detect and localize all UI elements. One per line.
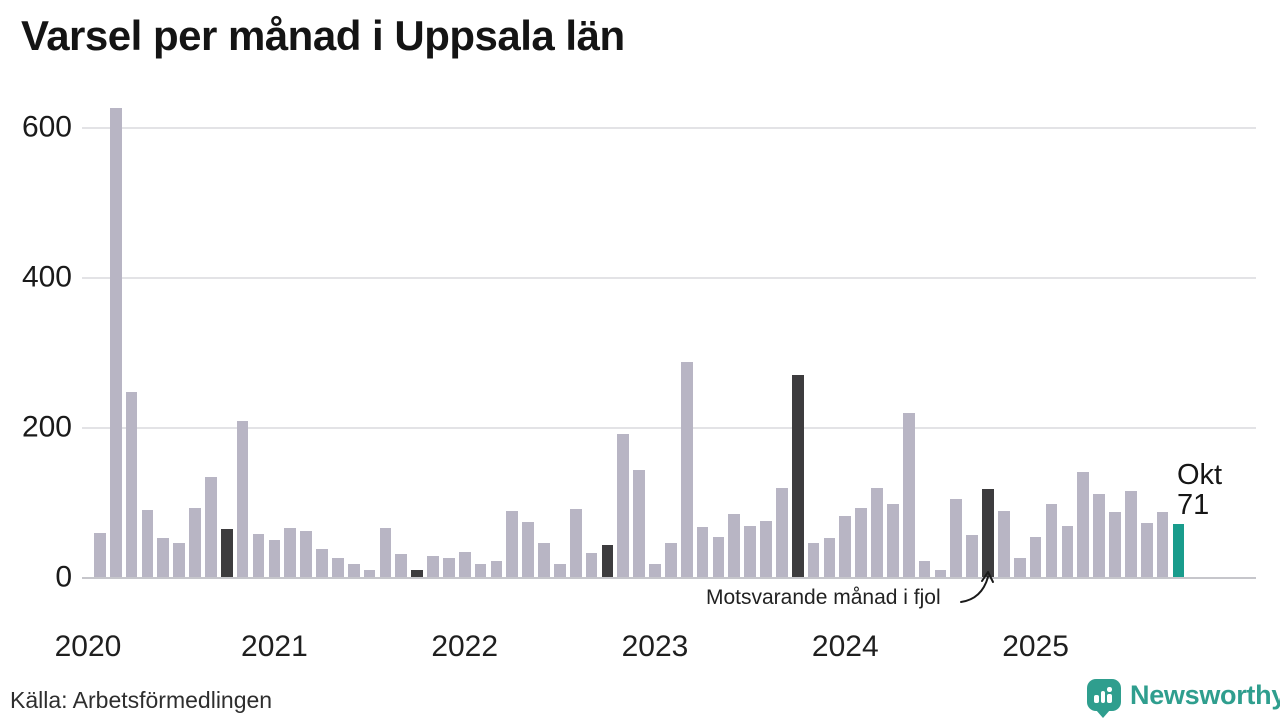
bar-2020-Sep — [205, 477, 217, 578]
bar-2025-Jul — [1124, 490, 1137, 578]
bar-2022-Okt — [601, 544, 614, 578]
bar-2022-Apr — [506, 511, 519, 577]
bar-2025-Jun — [1109, 511, 1121, 578]
bar-2025-Feb — [1045, 504, 1058, 578]
bar-2020-Jun — [157, 538, 170, 577]
page-title: Varsel per månad i Uppsala län — [21, 12, 625, 59]
bar-2020-Aug — [189, 508, 201, 577]
bar-2025-Mar — [1061, 526, 1074, 577]
bar-2020-Mar — [109, 107, 122, 577]
bar-2023-Dec — [823, 538, 836, 577]
bar-2021-Jul — [363, 570, 376, 578]
bar-2024-Aug — [950, 499, 963, 577]
bar-2022-Sep — [585, 553, 598, 577]
bar-2022-Aug — [569, 508, 582, 578]
bar-2020-Feb — [94, 532, 106, 578]
x-tick-label-2022: 2022 — [431, 630, 499, 663]
current-month-value: 71 — [1177, 488, 1210, 521]
bar-2023-Nov — [807, 543, 820, 578]
bar-2025-Maj — [1093, 493, 1105, 578]
bar-2023-Maj — [712, 537, 725, 578]
bar-2023-Jun — [728, 514, 741, 577]
bar-2022-Feb — [474, 563, 487, 577]
bar-2023-Sep — [776, 487, 788, 578]
bar-2022-Nov — [617, 433, 630, 578]
bar-2024-Okt — [982, 488, 994, 577]
bar-2021-Sep — [395, 553, 408, 578]
x-tick-label-2020: 2020 — [54, 630, 122, 663]
bar-2023-Jul — [744, 526, 757, 577]
bar-2022-Jul — [553, 563, 566, 577]
bar-2024-Feb — [855, 508, 868, 577]
bar-2021-Jun — [347, 563, 360, 577]
y-tick-label-200: 200 — [21, 410, 72, 444]
bar-2021-Feb — [284, 527, 297, 577]
bar-2022-Dec — [633, 469, 645, 578]
newsworthy-bubble-chart-icon — [1087, 679, 1121, 718]
bar-2025-Apr — [1077, 472, 1090, 577]
bar-2023-Feb — [665, 542, 677, 577]
bar-2023-Mar — [680, 361, 693, 578]
bar-2024-Jul — [934, 570, 947, 578]
gridline-600 — [82, 127, 1256, 129]
bar-2020-Nov — [236, 421, 249, 577]
bar-2020-Jul — [173, 542, 186, 577]
bar-2023-Jan — [649, 564, 661, 578]
bar-2024-Mar — [871, 487, 883, 578]
bar-2020-Okt — [220, 529, 233, 577]
bar-2022-Jun — [538, 543, 550, 578]
bar-2020-Apr — [125, 391, 138, 578]
bar-2023-Okt — [791, 374, 804, 577]
bar-2021-Aug — [379, 527, 392, 577]
bar-2024-Maj — [902, 412, 915, 578]
bar-2023-Aug — [760, 520, 772, 578]
bar-2021-Apr — [316, 548, 328, 577]
y-tick-label-400: 400 — [21, 260, 72, 294]
gridline-0 — [82, 577, 1256, 579]
bar-2021-Jan — [268, 539, 281, 577]
gridline-400 — [82, 277, 1256, 279]
current-month-label: Okt — [1177, 459, 1223, 491]
bar-2021-Nov — [427, 556, 439, 577]
bar-2022-Mar — [490, 561, 503, 578]
x-tick-label-2024: 2024 — [811, 630, 879, 663]
current-month-callout: Okt 71 — [1177, 459, 1223, 521]
bar-2023-Apr — [696, 526, 709, 578]
y-tick-label-600: 600 — [21, 110, 72, 144]
fjol-annotation: Motsvarande månad i fjol — [706, 586, 941, 609]
y-tick-label-0: 0 — [55, 560, 72, 594]
x-tick-label-2025: 2025 — [1002, 630, 1069, 663]
newsworthy-logo-text: Newsworthy — [1130, 679, 1280, 710]
bar-2024-Jun — [918, 560, 931, 577]
bar-2022-Maj — [522, 522, 534, 578]
bar-2025-Jan — [1029, 536, 1042, 577]
bar-2020-Maj — [141, 509, 154, 577]
bar-2021-Dec — [442, 558, 455, 578]
bar-2021-Mar — [300, 530, 312, 577]
x-tick-label-2021: 2021 — [241, 630, 308, 663]
bar-2024-Dec — [1013, 557, 1026, 577]
bar-2024-Nov — [998, 511, 1010, 577]
bar-2021-Okt — [411, 570, 423, 578]
source-credit: Källa: Arbetsförmedlingen — [10, 687, 273, 713]
bar-2024-Jan — [839, 515, 852, 577]
bar-2024-Apr — [887, 503, 899, 577]
x-tick-label-2023: 2023 — [621, 630, 689, 663]
newsworthy-logo[interactable]: Newsworthy — [1087, 679, 1280, 718]
bar-2025-Sep — [1156, 511, 1169, 578]
bar-2020-Dec — [252, 534, 265, 578]
annotation-arrow-icon — [960, 571, 994, 603]
gridline-200 — [82, 427, 1256, 429]
bar-2025-Aug — [1140, 523, 1153, 577]
bar-2024-Sep — [966, 535, 979, 577]
bar-2021-Maj — [331, 558, 344, 578]
bar-2022-Jan — [458, 552, 471, 578]
bar-2025-Okt — [1172, 523, 1185, 578]
